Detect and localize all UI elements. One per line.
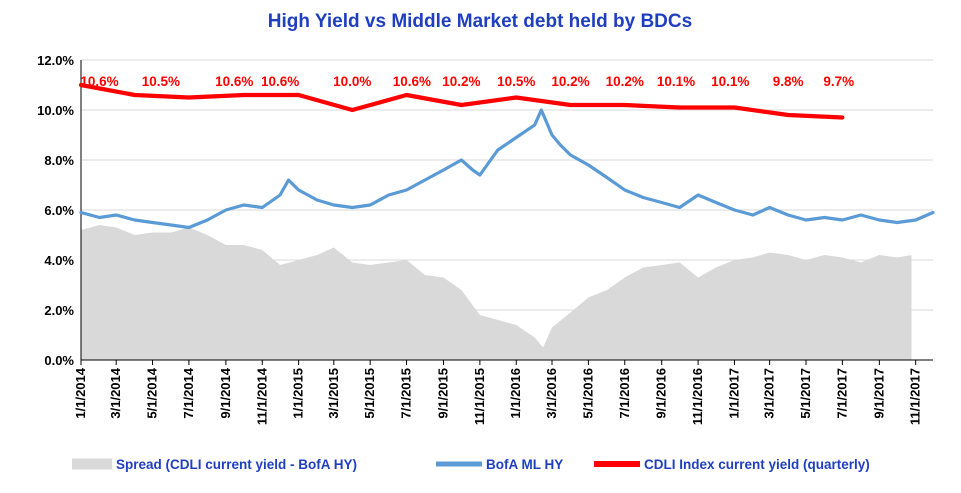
cdli-data-label: 10.6%	[80, 74, 118, 89]
cdli-data-label: 10.2%	[551, 74, 589, 89]
legend-label-2: BofA ML HY	[486, 457, 563, 472]
cdli-data-label: 10.1%	[711, 74, 749, 89]
x-tick-label: 7/1/2015	[399, 368, 414, 419]
x-tick-label: 7/1/2017	[834, 368, 849, 419]
cdli-yield-line	[78, 82, 845, 120]
chart-title: High Yield vs Middle Market debt held by…	[268, 11, 692, 32]
legend-swatch-3	[594, 461, 640, 467]
x-tick-label: 3/1/2014	[108, 367, 123, 418]
legend-swatch-2	[436, 461, 482, 467]
x-tick-label: 11/1/2015	[472, 368, 487, 425]
x-tick-label: 5/1/2017	[798, 368, 813, 419]
x-tick-label: 7/1/2016	[617, 368, 632, 419]
x-tick-label: 9/1/2014	[218, 367, 233, 418]
x-tick-label: 7/1/2014	[181, 367, 196, 418]
x-tick-label: 1/1/2016	[508, 368, 523, 419]
y-tick-label: 6.0%	[44, 203, 74, 218]
y-tick-label: 12.0%	[37, 53, 74, 68]
cdli-data-label: 10.2%	[606, 74, 644, 89]
cdli-data-label: 10.1%	[657, 74, 695, 89]
legend-label-1: Spread (CDLI current yield - BofA HY)	[116, 457, 357, 472]
cdli-data-label: 10.5%	[497, 74, 535, 89]
cdli-data-label: 10.0%	[333, 74, 371, 89]
y-tick-label: 10.0%	[37, 103, 74, 118]
x-tick-label: 9/1/2015	[436, 368, 451, 419]
cdli-data-label: 10.6%	[393, 74, 431, 89]
cdli-data-label: 10.5%	[142, 74, 180, 89]
legend-label-3: CDLI Index current yield (quarterly)	[644, 457, 870, 472]
x-tick-label: 9/1/2017	[871, 368, 886, 419]
y-tick-label: 8.0%	[44, 153, 74, 168]
x-tick-label: 3/1/2015	[326, 368, 341, 419]
cdli-data-label: 10.6%	[215, 74, 253, 89]
y-tick-label: 2.0%	[44, 303, 74, 318]
x-tick-label: 1/1/2015	[291, 368, 306, 419]
x-tick-label: 1/1/2014	[73, 367, 88, 418]
legend-swatch-1	[72, 458, 112, 470]
x-tick-label: 5/1/2015	[362, 368, 377, 419]
cdli-data-label: 9.7%	[823, 74, 854, 89]
y-tick-label: 0.0%	[44, 353, 74, 368]
x-tick-label: 11/1/2014	[254, 367, 269, 425]
x-tick-label: 11/1/2017	[908, 368, 923, 425]
bofa-ml-hy-line	[79, 108, 935, 230]
x-tick-label: 11/1/2016	[690, 368, 705, 425]
x-tick-label: 1/1/2017	[726, 368, 741, 419]
x-tick-label: 3/1/2017	[762, 368, 777, 419]
cdli-data-label: 10.6%	[261, 74, 299, 89]
cdli-data-label: 10.2%	[442, 74, 480, 89]
cdli-data-label: 9.8%	[773, 74, 804, 89]
x-tick-label: 5/1/2016	[580, 368, 595, 419]
y-tick-label: 4.0%	[44, 253, 74, 268]
spread-area	[81, 225, 912, 360]
x-tick-label: 3/1/2016	[544, 368, 559, 419]
x-tick-label: 9/1/2016	[654, 368, 669, 419]
x-tick-label: 5/1/2014	[145, 367, 160, 418]
